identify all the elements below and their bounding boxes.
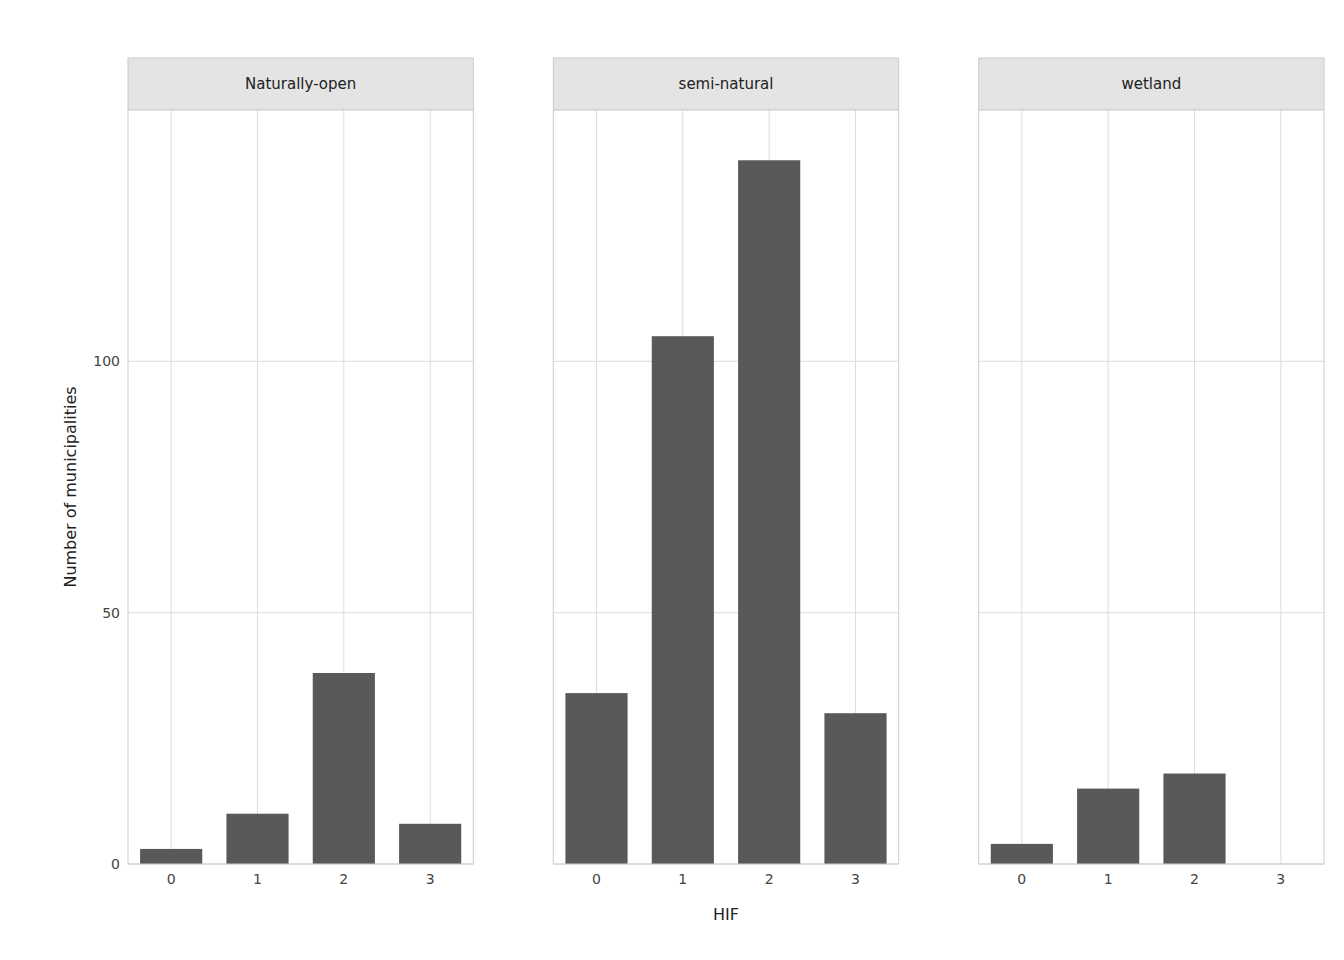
panel-strip (979, 58, 1324, 110)
chart-svg: Naturally-open0123050100Number of munici… (0, 0, 1344, 960)
bar (824, 713, 886, 864)
grid-line-x (1108, 110, 1109, 864)
grid-line-x (1194, 110, 1195, 864)
plot-background (553, 110, 898, 864)
chart-container: Naturally-open0123050100Number of munici… (0, 0, 1344, 960)
bar (399, 824, 461, 864)
grid-line-y (128, 361, 473, 362)
plot-frame (553, 110, 898, 864)
tick-label-x: 1 (1104, 871, 1113, 887)
tick-label-x: 3 (426, 871, 435, 887)
bar (1163, 774, 1225, 864)
grid-line-x (1280, 110, 1281, 864)
panel-title: Naturally-open (245, 75, 356, 93)
panel: semi-natural 0 1 2 3 HIF (553, 58, 898, 924)
grid-line-y (979, 612, 1324, 613)
grid-line-y (979, 361, 1324, 362)
tick-label-x: 2 (1190, 871, 1199, 887)
bar (565, 693, 627, 864)
bar (991, 844, 1053, 864)
tick-label-x: 3 (851, 871, 860, 887)
plot-frame (128, 110, 473, 864)
tick-label-y: 0 (111, 856, 120, 872)
panel: Naturally-open 0 1 2 3 0 50 100 Number of munici… (61, 58, 474, 887)
grid-line-x (1021, 110, 1022, 864)
panel-title: wetland (1121, 75, 1181, 93)
grid-line-y (553, 612, 898, 613)
grid-line-y (128, 612, 473, 613)
tick-label-x: 3 (1276, 871, 1285, 887)
grid-line-x (257, 110, 258, 864)
bar (652, 336, 714, 864)
panel-title: semi-natural (679, 75, 774, 93)
bars (565, 160, 886, 864)
plot-background (128, 110, 473, 864)
tick-label-x: 0 (1017, 871, 1026, 887)
plot-frame (979, 110, 1324, 864)
tick-label-x: 2 (339, 871, 348, 887)
panel: wetland 0 1 2 3 (979, 58, 1324, 887)
bar (226, 814, 288, 864)
bar (738, 160, 800, 864)
bar (140, 849, 202, 864)
axis-label-y: Number of municipalities (61, 386, 80, 587)
grid-line-x (171, 110, 172, 864)
tick-label-y: 100 (93, 353, 120, 369)
bar (1077, 789, 1139, 864)
tick-label-x: 1 (678, 871, 687, 887)
axis-label-x: HIF (713, 905, 739, 924)
bar (313, 673, 375, 864)
bars (140, 673, 461, 864)
tick-label-x: 2 (765, 871, 774, 887)
plot-background (979, 110, 1324, 864)
grid-line-x (430, 110, 431, 864)
tick-label-x: 0 (592, 871, 601, 887)
tick-label-x: 0 (167, 871, 176, 887)
grid-line-y (553, 361, 898, 362)
tick-label-y: 50 (102, 605, 120, 621)
panel-strip (128, 58, 473, 110)
bars (991, 774, 1226, 864)
tick-label-x: 1 (253, 871, 262, 887)
panel-strip (553, 58, 898, 110)
